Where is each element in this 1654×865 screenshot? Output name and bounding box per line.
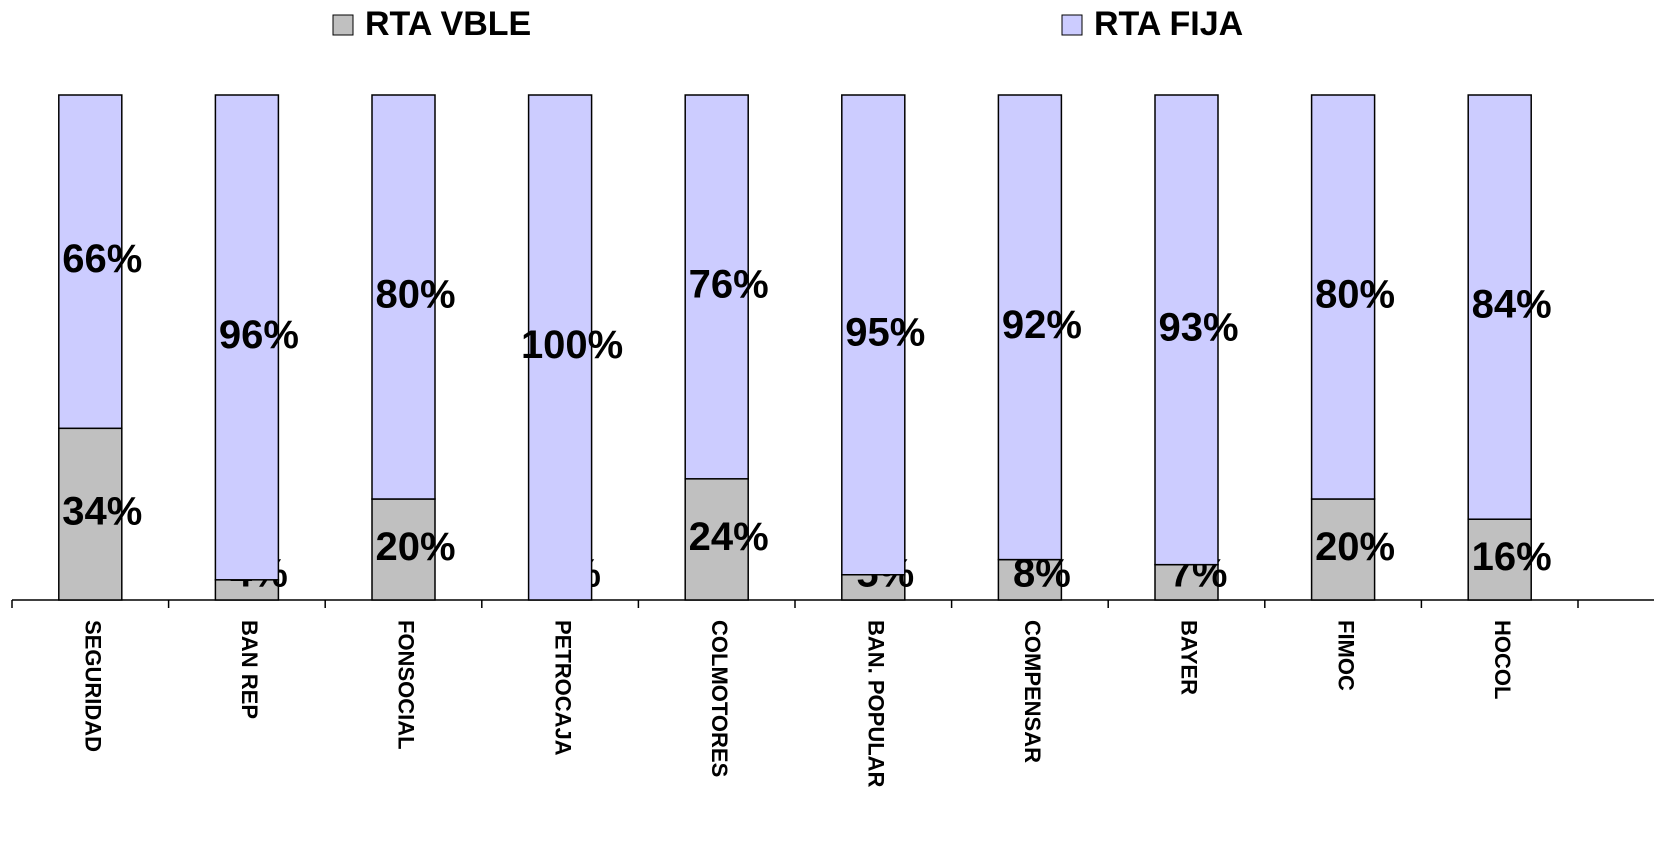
- x-tick-label: FIMOC: [1333, 620, 1358, 691]
- bar-segment: [1467, 94, 1532, 520]
- x-tick-label: COMPENSAR: [1020, 620, 1045, 763]
- value-label: 80%: [1315, 273, 1395, 317]
- x-tick-label: BAYER: [1177, 620, 1202, 695]
- legend-label: RTA FIJA: [1094, 5, 1243, 43]
- value-label: 96%: [219, 313, 299, 357]
- bar-segment: [1310, 498, 1376, 601]
- x-tick-label: PETROCAJA: [550, 620, 575, 756]
- bar-segment: [684, 94, 749, 480]
- bar-segment: [997, 94, 1063, 561]
- value-label: 20%: [375, 525, 455, 569]
- bar-segment: [214, 94, 280, 581]
- value-label: 76%: [689, 262, 769, 306]
- value-label: 92%: [1002, 303, 1082, 347]
- bar-segment: [371, 498, 436, 601]
- x-tick-label: HOCOL: [1490, 620, 1515, 699]
- x-tick-label: COLMOTORES: [707, 620, 732, 777]
- value-label: 93%: [1158, 305, 1238, 349]
- bar-segment: [58, 94, 123, 430]
- x-tick-label: BAN. POPULAR: [863, 620, 888, 788]
- bar-segment: [841, 94, 906, 576]
- bar-segment: [1154, 563, 1219, 601]
- bar-segment: [1154, 94, 1219, 566]
- bar-segment: [1310, 94, 1376, 500]
- legend-swatch: [332, 14, 354, 36]
- x-tick-label: FONSOCIAL: [394, 620, 419, 750]
- value-label: 34%: [62, 490, 142, 534]
- value-label: 95%: [845, 310, 925, 354]
- value-label: 100%: [521, 323, 623, 367]
- value-label: 80%: [375, 273, 455, 317]
- legend-swatch: [1061, 14, 1083, 36]
- value-label: 66%: [62, 237, 142, 281]
- bar-segment: [684, 478, 749, 601]
- value-label: 20%: [1315, 525, 1395, 569]
- value-label: 24%: [689, 515, 769, 559]
- bar-segment: [841, 574, 906, 601]
- value-label: 16%: [1472, 535, 1552, 579]
- value-label: 84%: [1472, 283, 1552, 327]
- legend-label: RTA VBLE: [365, 5, 531, 43]
- bar-segment: [58, 427, 123, 601]
- bar-segment: [371, 94, 436, 500]
- x-tick-label: BAN REP: [237, 620, 262, 719]
- bar-segment: [527, 94, 593, 601]
- x-tick-label: SEGURIDAD: [80, 620, 105, 752]
